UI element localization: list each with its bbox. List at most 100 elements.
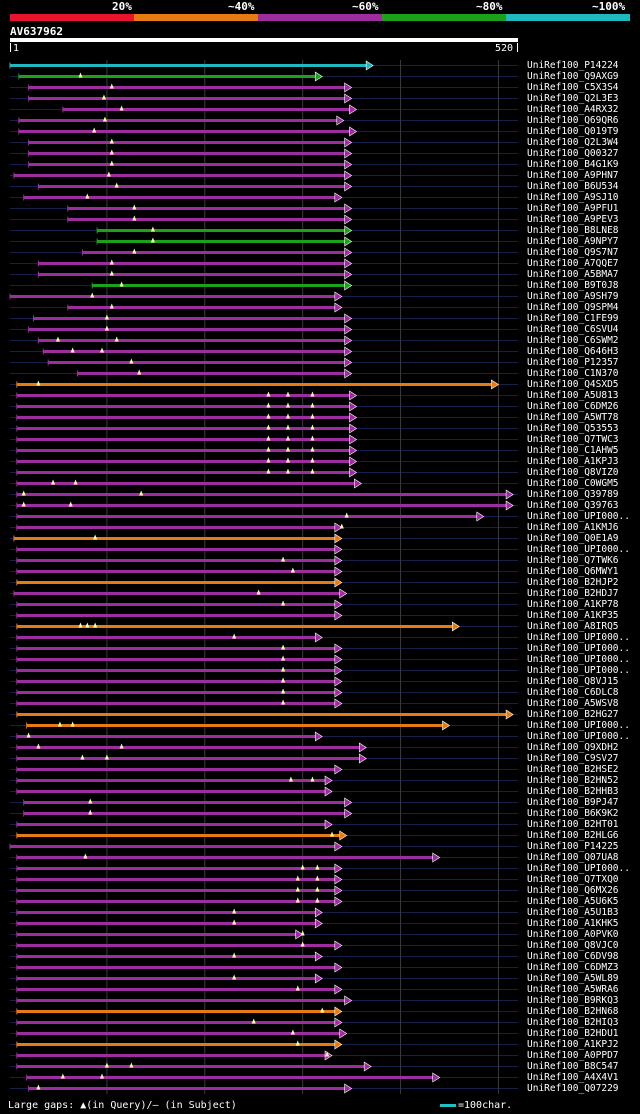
hit-label[interactable]: UniRef100_A5WSV8 [527,698,619,709]
hit-label[interactable]: UniRef100_Q019T9 [527,126,619,137]
hit-label[interactable]: UniRef100_B2HDU1 [527,1028,619,1039]
hit-label[interactable]: UniRef100_UPI000.. [527,731,630,742]
hit-label[interactable]: UniRef100_Q8VIZ0 [527,467,619,478]
hit-label[interactable]: UniRef100_UPI000.. [527,544,630,555]
hit-label[interactable]: UniRef100_A5WL89 [527,973,619,984]
hit-label[interactable]: UniRef100_B6K9K2 [527,808,619,819]
hit-label[interactable]: UniRef100_UPI000.. [527,654,630,665]
hit-label[interactable]: UniRef100_A5U813 [527,390,619,401]
hit-label[interactable]: UniRef100_A1KMJ6 [527,522,619,533]
hit-label[interactable]: UniRef100_Q4SXD5 [527,379,619,390]
hit-label[interactable]: UniRef100_Q9S7N7 [527,247,619,258]
hit-label[interactable]: UniRef100_A0PVK0 [527,929,619,940]
hit-label[interactable]: UniRef100_A7QQE7 [527,258,619,269]
hit-label[interactable]: UniRef100_A1KP35 [527,610,619,621]
hit-label[interactable]: UniRef100_B2HSE2 [527,764,619,775]
hit-label[interactable]: UniRef100_A1KPJ2 [527,1039,619,1050]
hit-label[interactable]: UniRef100_Q39763 [527,500,619,511]
query-gap-triangle [70,721,75,727]
hit-label[interactable]: UniRef100_UPI000.. [527,632,630,643]
hit-label[interactable]: UniRef100_C6SVU4 [527,324,619,335]
hit-label[interactable]: UniRef100_Q9XDH2 [527,742,619,753]
hit-label[interactable]: UniRef100_C5X3S4 [527,82,619,93]
hit-label[interactable]: UniRef100_Q69QR6 [527,115,619,126]
hit-label[interactable]: UniRef100_B6U534 [527,181,619,192]
hit-label[interactable]: UniRef100_A8IRQ5 [527,621,619,632]
hit-label[interactable]: UniRef100_C6DV98 [527,951,619,962]
hit-label[interactable]: UniRef100_Q0E1A9 [527,533,619,544]
hit-label[interactable]: UniRef100_A5BMA7 [527,269,619,280]
hit-label[interactable]: UniRef100_B4G1K9 [527,159,619,170]
hit-label[interactable]: UniRef100_B2HJP2 [527,577,619,588]
hit-label[interactable]: UniRef100_B2HT01 [527,819,619,830]
hit-label[interactable]: UniRef100_UPI000.. [527,720,630,731]
hit-label[interactable]: UniRef100_P14224 [527,60,619,71]
hit-label[interactable]: UniRef100_A5U6K5 [527,896,619,907]
hit-label[interactable]: UniRef100_Q7TWK6 [527,555,619,566]
hit-label[interactable]: UniRef100_A1KP78 [527,599,619,610]
hit-label[interactable]: UniRef100_Q9SPM4 [527,302,619,313]
hit-label[interactable]: UniRef100_A4RX32 [527,104,619,115]
query-gap-triangle [285,446,290,452]
hit-label[interactable]: UniRef100_C1FE99 [527,313,619,324]
hit-label[interactable]: UniRef100_C6SWM2 [527,335,619,346]
hit-label[interactable]: UniRef100_Q7TXQ0 [527,874,619,885]
hit-label[interactable]: UniRef100_B2HN52 [527,775,619,786]
hit-label[interactable]: UniRef100_UPI000.. [527,511,630,522]
hit-label[interactable]: UniRef100_B8LNE8 [527,225,619,236]
hit-label[interactable]: UniRef100_A1KHK5 [527,918,619,929]
hit-label[interactable]: UniRef100_C9SV27 [527,753,619,764]
hit-label[interactable]: UniRef100_A5WT78 [527,412,619,423]
hit-label[interactable]: UniRef100_C6DLC8 [527,687,619,698]
hit-label[interactable]: UniRef100_B2HHB3 [527,786,619,797]
hit-label[interactable]: UniRef100_A9PHN7 [527,170,619,181]
hit-label[interactable]: UniRef100_Q53553 [527,423,619,434]
hit-label[interactable]: UniRef100_B9T0J8 [527,280,619,291]
hit-label[interactable]: UniRef100_A9SH79 [527,291,619,302]
hit-label[interactable]: UniRef100_C6DMZ3 [527,962,619,973]
hit-label[interactable]: UniRef100_C1AHW5 [527,445,619,456]
hit-label[interactable]: UniRef100_C1N370 [527,368,619,379]
hit-label[interactable]: UniRef100_Q07UA8 [527,852,619,863]
hit-label[interactable]: UniRef100_Q39789 [527,489,619,500]
hit-label[interactable]: UniRef100_B8C547 [527,1061,619,1072]
hit-label[interactable]: UniRef100_B2HN68 [527,1006,619,1017]
hit-label[interactable]: UniRef100_UPI000.. [527,665,630,676]
hit-label[interactable]: UniRef100_Q2L3E3 [527,93,619,104]
hit-arrowhead [344,203,353,214]
hit-label[interactable]: UniRef100_Q6MX26 [527,885,619,896]
hit-label[interactable]: UniRef100_A5U1B3 [527,907,619,918]
hit-label[interactable]: UniRef100_A4X4V1 [527,1072,619,1083]
hit-label[interactable]: UniRef100_C0WGM5 [527,478,619,489]
hit-label[interactable]: UniRef100_A0PPD7 [527,1050,619,1061]
hit-label[interactable]: UniRef100_P12357 [527,357,619,368]
hit-label[interactable]: UniRef100_Q07229 [527,1083,619,1094]
hit-label[interactable]: UniRef100_Q6MWY1 [527,566,619,577]
hit-label[interactable]: UniRef100_A5WRA6 [527,984,619,995]
hit-label[interactable]: UniRef100_Q9AXG9 [527,71,619,82]
hit-label[interactable]: UniRef100_UPI000.. [527,863,630,874]
hit-label[interactable]: UniRef100_P14225 [527,841,619,852]
hit-label[interactable]: UniRef100_B2HG27 [527,709,619,720]
hit-label[interactable]: UniRef100_B9PJ47 [527,797,619,808]
hit-label[interactable]: UniRef100_A9SJ10 [527,192,619,203]
hit-label[interactable]: UniRef100_A9PFU1 [527,203,619,214]
hit-label[interactable]: UniRef100_A9NPY7 [527,236,619,247]
hit-label[interactable]: UniRef100_UPI000.. [527,643,630,654]
hit-label[interactable]: UniRef100_B2HDJ7 [527,588,619,599]
hit-label[interactable]: UniRef100_C6DM26 [527,401,619,412]
hit-label[interactable]: UniRef100_B2HIQ3 [527,1017,619,1028]
hit-label[interactable]: UniRef100_A1KPJ3 [527,456,619,467]
hit-label[interactable]: UniRef100_Q8VJC0 [527,940,619,951]
hit-label[interactable]: UniRef100_Q646H3 [527,346,619,357]
query-gap-triangle [285,402,290,408]
legend-segment-cyan [506,14,630,21]
hit-label[interactable]: UniRef100_Q8VJ15 [527,676,619,687]
query-gap-triangle [109,83,114,89]
hit-label[interactable]: UniRef100_Q7TWC3 [527,434,619,445]
hit-label[interactable]: UniRef100_Q00327 [527,148,619,159]
hit-label[interactable]: UniRef100_Q2L3W4 [527,137,619,148]
hit-label[interactable]: UniRef100_B2HLG6 [527,830,619,841]
hit-label[interactable]: UniRef100_B9RKQ3 [527,995,619,1006]
hit-label[interactable]: UniRef100_A9PEV3 [527,214,619,225]
